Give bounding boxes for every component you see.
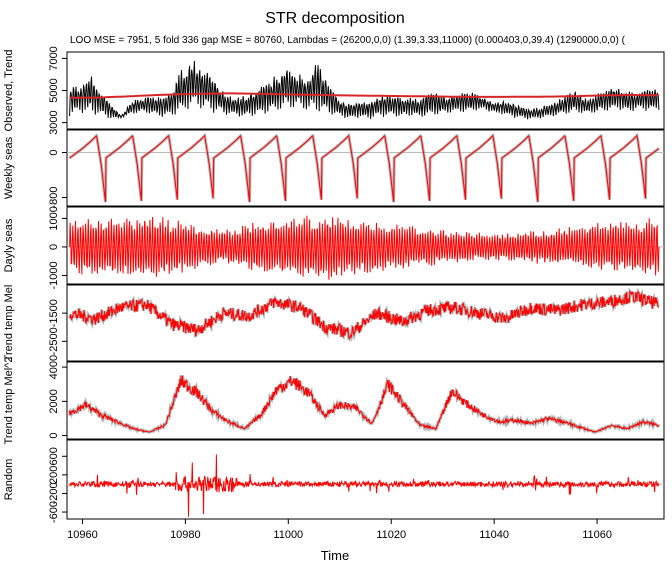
panel-frame <box>66 361 665 440</box>
x-tick-label: 11000 <box>273 529 303 541</box>
x-axis-label: Time <box>321 548 349 563</box>
y-tick-label: -800 <box>48 187 60 209</box>
x-tick-label: 10980 <box>170 529 201 541</box>
panel-frame <box>66 51 665 130</box>
y-tick-label: 0 <box>48 149 60 155</box>
y-axis-label: Weekly seas <box>3 136 15 199</box>
y-tick-label: 5000 <box>48 78 60 102</box>
y-tick-label: -200 <box>48 482 60 504</box>
panel-trend_temp_mel_sq: 0 2000 4000 Trend temp Mel^2 <box>3 355 665 445</box>
panel-frame <box>66 284 665 362</box>
chart-title: STR decomposition <box>265 10 405 27</box>
panel-daily: -1000 0 1000 Dayly seas <box>3 206 665 290</box>
y-tick-label: 2000 <box>48 389 60 413</box>
trend_temp_mel-series-line <box>69 290 660 340</box>
panel-trend_temp_mel: -1500-2500 Trend temp Mel <box>3 284 665 362</box>
panel-frame <box>66 129 665 207</box>
x-tick-label: 11020 <box>376 529 406 541</box>
y-axis-label: Dayly seas <box>3 218 15 272</box>
trend-line <box>69 92 659 99</box>
y-tick-label: 200 <box>48 466 60 484</box>
panel-weekly: -800 0 Weekly seas <box>3 129 665 209</box>
panel-frame <box>66 206 665 285</box>
random-series-line <box>69 454 660 517</box>
y-tick-label: 3000 <box>48 110 60 134</box>
y-axis-label: Random <box>3 459 15 501</box>
y-tick-label: 1000 <box>48 206 60 230</box>
y-axis-label: Trend temp Mel^2 <box>3 357 15 445</box>
weekly-series-line <box>69 134 660 203</box>
panel-observed: 3000 5000 7000 Observed, Trend <box>3 46 665 135</box>
y-tick-label: 0 <box>48 244 60 250</box>
daily-series-line <box>69 215 660 280</box>
y-tick-label: -600 <box>48 501 60 523</box>
y-tick-label: -1500 <box>48 299 60 327</box>
panel-frame <box>66 439 665 520</box>
y-tick-label: 7000 <box>48 46 60 70</box>
chart-subtitle: LOO MSE = 7951, 5 fold 336 gap MSE = 807… <box>70 35 626 46</box>
y-tick-label: -2500 <box>48 327 60 355</box>
y-tick-label: 600 <box>48 447 60 465</box>
x-tick-label: 10960 <box>67 529 98 541</box>
y-tick-label: 4000 <box>48 355 60 379</box>
y-axis-label: Observed, Trend <box>3 50 15 132</box>
x-tick-label: 11060 <box>582 529 612 541</box>
y-tick-label: 0 <box>48 433 60 439</box>
x-tick-label: 11040 <box>479 529 509 541</box>
y-tick-label: -1000 <box>48 261 60 289</box>
y-axis-label: Trend temp Mel <box>3 285 15 362</box>
observed-series-line <box>69 60 660 120</box>
trend_temp_mel_sq-series-line <box>69 375 660 433</box>
